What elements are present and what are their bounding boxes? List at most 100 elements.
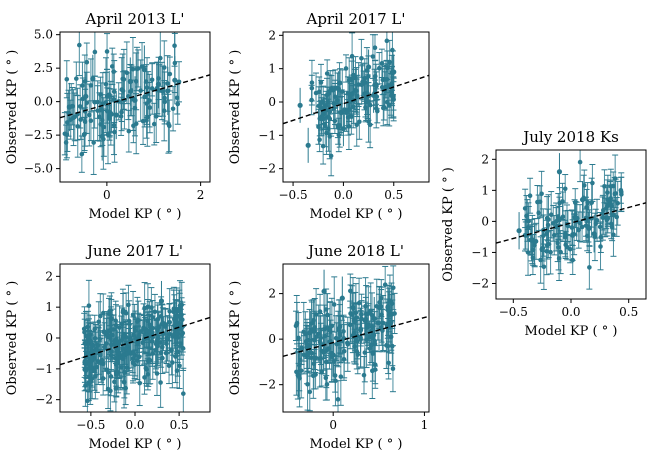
y-tick-label: 0 (481, 214, 489, 228)
data-point (145, 114, 150, 120)
data-point (333, 378, 338, 384)
data-point (368, 342, 374, 348)
data-point (562, 186, 568, 192)
data-point (167, 123, 172, 129)
x-axis-label: Model KP ( ° ) (310, 437, 403, 452)
data-point (390, 366, 396, 371)
y-tick-label: 2 (268, 28, 276, 42)
data-point (109, 316, 114, 321)
fit-line (60, 74, 210, 119)
data-point (170, 360, 175, 365)
x-tick-label: 0 (329, 418, 337, 432)
data-point (141, 326, 147, 332)
y-tick-label: −1 (258, 128, 276, 142)
data-point (323, 359, 329, 365)
y-tick-label: 0 (268, 332, 276, 346)
x-tick-label: 0.5 (619, 305, 638, 319)
data-point (113, 318, 118, 323)
data-point (160, 88, 166, 94)
data-point (88, 338, 94, 344)
data-point (526, 224, 531, 230)
data-point (576, 227, 582, 233)
data-point (101, 124, 107, 130)
data-point (320, 143, 326, 149)
data-point (118, 114, 124, 119)
data-point (577, 159, 583, 165)
data-point (556, 245, 561, 250)
data-point (337, 331, 343, 337)
data-point (516, 228, 522, 234)
data-point (337, 80, 343, 86)
data-point (359, 56, 364, 61)
data-point (376, 65, 382, 71)
data-point (372, 82, 377, 88)
data-point (337, 123, 343, 128)
data-point (170, 106, 176, 112)
data-point (167, 71, 173, 77)
data-point (388, 320, 394, 325)
data-point (126, 302, 131, 308)
data-point (108, 388, 113, 394)
data-point (91, 140, 96, 145)
x-tick-label: −0.5 (278, 188, 307, 202)
x-tick-label: 0.5 (170, 418, 189, 432)
data-point (380, 77, 386, 83)
data-point (86, 303, 92, 308)
x-tick-label: 0.5 (384, 188, 403, 202)
data-point (99, 133, 105, 140)
data-point (150, 351, 156, 356)
x-tick-label: 0.0 (561, 305, 580, 319)
data-point (147, 98, 152, 103)
data-point (340, 126, 347, 132)
axes-frame (59, 31, 211, 183)
data-point (579, 224, 585, 230)
fit-line (496, 202, 646, 244)
data-point (350, 72, 357, 78)
data-point (371, 316, 377, 322)
chart-title: July 2018 Ks (521, 128, 619, 146)
data-point (101, 329, 107, 335)
data-point (297, 102, 303, 108)
data-point (385, 304, 391, 310)
data-point (341, 336, 347, 341)
data-point (332, 118, 338, 124)
y-axis-label: Observed KP ( ° ) (5, 281, 20, 396)
data-point (71, 115, 76, 120)
data-point (370, 54, 376, 59)
data-point (335, 397, 341, 402)
data-point (81, 326, 87, 332)
data-point (87, 112, 92, 118)
y-tick-label: 0 (45, 331, 53, 345)
data-point (165, 88, 171, 94)
data-point (345, 341, 351, 347)
y-tick-label: 2.5 (34, 61, 53, 75)
data-point (349, 92, 355, 97)
data-point (118, 365, 124, 370)
y-tick-label: 2 (268, 287, 276, 301)
data-point (176, 79, 182, 85)
data-point (172, 77, 178, 83)
panel-data (283, 265, 429, 412)
data-point (363, 95, 368, 101)
data-point (314, 334, 319, 340)
data-point (527, 193, 533, 199)
data-point (600, 211, 605, 216)
data-point (587, 225, 592, 231)
data-point (339, 295, 345, 301)
data-point (562, 231, 568, 237)
data-point (131, 123, 136, 129)
data-point (77, 104, 83, 109)
data-point (544, 248, 549, 254)
data-point (366, 99, 371, 104)
data-point (166, 363, 172, 369)
data-point (305, 381, 310, 387)
data-point (96, 319, 102, 325)
data-point (174, 95, 180, 101)
data-point (525, 218, 530, 223)
data-point (307, 329, 313, 335)
data-point (591, 231, 597, 237)
fit-line (283, 315, 429, 358)
data-point (608, 203, 614, 209)
data-point (387, 59, 393, 65)
data-point (321, 350, 327, 355)
